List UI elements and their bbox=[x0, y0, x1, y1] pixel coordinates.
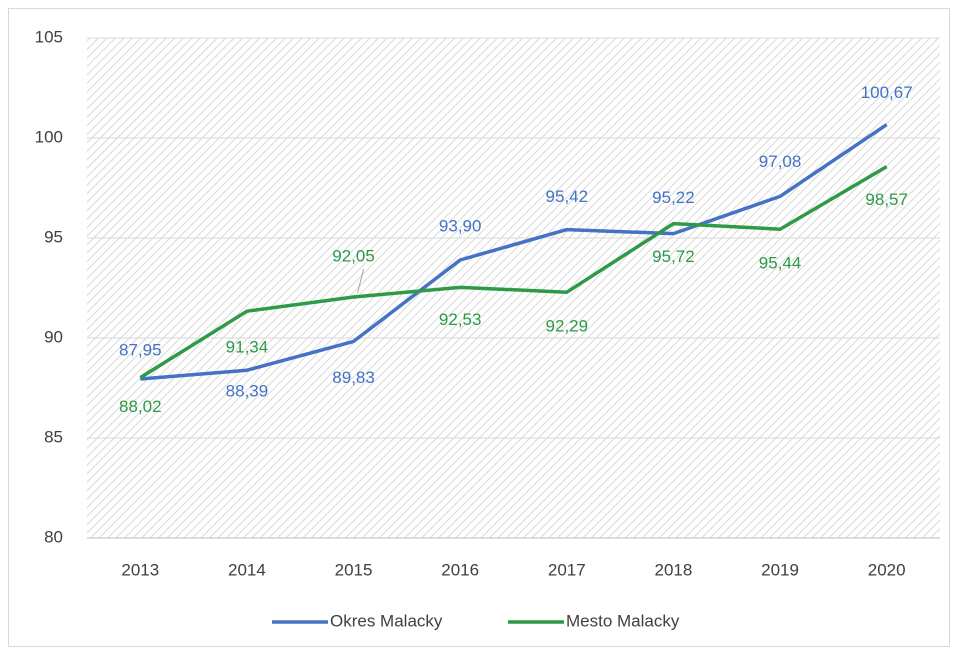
leader-line bbox=[357, 268, 365, 294]
data-label: 91,34 bbox=[226, 338, 269, 357]
data-label: 92,29 bbox=[546, 317, 589, 336]
data-label: 95,22 bbox=[652, 188, 695, 207]
data-label: 92,05 bbox=[332, 246, 375, 265]
data-label: 89,83 bbox=[332, 368, 375, 387]
y-tick-label: 95 bbox=[44, 227, 63, 246]
data-label: 95,72 bbox=[652, 247, 695, 266]
x-tick-label: 2013 bbox=[121, 560, 159, 579]
series-line bbox=[140, 123, 888, 381]
x-tick-label: 2014 bbox=[228, 560, 266, 579]
y-tick-label: 90 bbox=[44, 327, 63, 346]
legend-label: Mesto Malacky bbox=[566, 611, 680, 630]
data-label: 88,39 bbox=[226, 382, 269, 401]
data-label: 98,57 bbox=[865, 190, 908, 209]
data-label: 87,95 bbox=[119, 340, 162, 359]
data-label: 95,42 bbox=[546, 187, 589, 206]
y-tick-label: 105 bbox=[35, 27, 63, 46]
legend-label: Okres Malacky bbox=[330, 611, 443, 630]
y-tick-label: 100 bbox=[35, 127, 63, 146]
y-tick-label: 80 bbox=[44, 527, 63, 546]
data-label: 92,53 bbox=[439, 310, 482, 329]
data-label: 95,44 bbox=[759, 254, 802, 273]
series-line bbox=[139, 165, 888, 380]
data-label: 97,08 bbox=[759, 152, 802, 171]
x-tick-label: 2018 bbox=[655, 560, 693, 579]
plot-area bbox=[87, 38, 940, 538]
data-label: 93,90 bbox=[439, 216, 482, 235]
x-tick-label: 2017 bbox=[548, 560, 586, 579]
x-tick-label: 2016 bbox=[441, 560, 479, 579]
data-label: 100,67 bbox=[861, 83, 913, 102]
data-label: 88,02 bbox=[119, 397, 162, 416]
y-tick-label: 85 bbox=[44, 427, 63, 446]
x-tick-label: 2020 bbox=[868, 560, 906, 579]
x-tick-label: 2019 bbox=[761, 560, 799, 579]
x-tick-label: 2015 bbox=[335, 560, 373, 579]
